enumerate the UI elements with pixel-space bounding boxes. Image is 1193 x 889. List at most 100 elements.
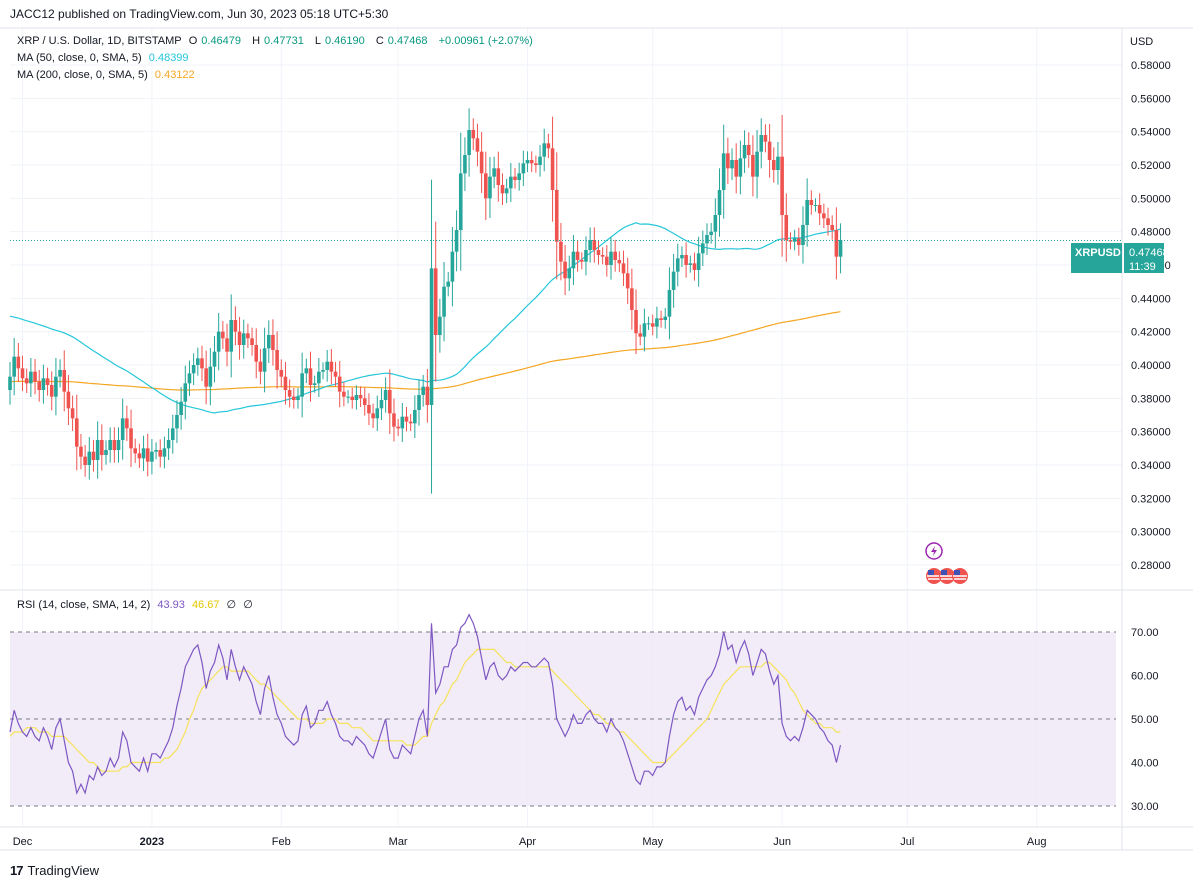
rsi-path[interactable] <box>9 613 842 795</box>
candle[interactable] <box>116 427 121 463</box>
candle[interactable] <box>33 359 37 395</box>
candle[interactable] <box>12 338 16 396</box>
candle[interactable] <box>250 327 254 356</box>
price-axis-ticks[interactable]: 0.58000 0.56000 0.54000 0.52000 0.50000 0.480… <box>1131 60 1171 572</box>
candle[interactable] <box>767 124 772 178</box>
candle[interactable] <box>471 118 476 150</box>
candle[interactable] <box>776 142 780 185</box>
candle[interactable] <box>112 427 117 463</box>
candle[interactable] <box>196 347 200 376</box>
candle[interactable] <box>95 421 100 479</box>
candle[interactable] <box>241 319 246 359</box>
candle[interactable] <box>759 118 764 169</box>
candle[interactable] <box>233 306 238 346</box>
candle[interactable] <box>262 327 267 393</box>
candle[interactable] <box>534 155 538 173</box>
candle[interactable] <box>200 345 204 381</box>
candle[interactable] <box>166 428 171 460</box>
candle[interactable] <box>554 152 559 280</box>
candle[interactable] <box>212 336 217 383</box>
candle[interactable] <box>659 310 663 328</box>
candle[interactable] <box>801 206 805 264</box>
candle[interactable] <box>346 390 350 404</box>
candle[interactable] <box>387 369 392 434</box>
candle[interactable] <box>559 223 563 281</box>
rsi-lines[interactable] <box>9 613 842 795</box>
candle[interactable] <box>463 137 467 191</box>
candle[interactable] <box>809 190 814 215</box>
candle[interactable] <box>525 151 530 172</box>
candle[interactable] <box>755 130 759 199</box>
candle[interactable] <box>74 394 79 471</box>
candle[interactable] <box>655 306 659 339</box>
candle[interactable] <box>730 148 734 180</box>
candle[interactable] <box>108 427 112 463</box>
time-axis-ticks[interactable]: Dec 2023 Feb Mar Apr May Jun Jul Aug <box>13 836 1047 848</box>
candles[interactable] <box>8 108 843 494</box>
candle[interactable] <box>150 439 154 475</box>
candle[interactable] <box>300 352 304 418</box>
us-flag-event-icon-3[interactable] <box>952 568 968 584</box>
candle[interactable] <box>246 323 250 348</box>
candle[interactable] <box>588 227 592 263</box>
candle[interactable] <box>826 207 830 236</box>
candle[interactable] <box>438 299 442 353</box>
candle[interactable] <box>542 128 547 172</box>
currency-label[interactable]: USD <box>1130 36 1154 48</box>
candle[interactable] <box>29 358 33 397</box>
candle[interactable] <box>208 348 213 406</box>
candle[interactable] <box>392 398 396 442</box>
candle[interactable] <box>83 445 87 477</box>
candle[interactable] <box>617 251 622 272</box>
candle[interactable] <box>100 424 104 471</box>
candle[interactable] <box>646 316 651 330</box>
candle[interactable] <box>170 414 175 454</box>
candle[interactable] <box>650 314 655 336</box>
candle[interactable] <box>120 398 125 460</box>
candle[interactable] <box>125 405 129 441</box>
candle[interactable] <box>563 245 567 295</box>
candle[interactable] <box>129 409 133 467</box>
candle[interactable] <box>771 147 776 183</box>
footer-brand[interactable]: 17 TradingView <box>10 863 99 878</box>
candle[interactable] <box>592 227 597 263</box>
candle[interactable] <box>575 240 580 272</box>
candle[interactable] <box>713 198 718 249</box>
candle[interactable] <box>726 137 730 184</box>
candle[interactable] <box>79 434 83 470</box>
candle[interactable] <box>763 124 768 153</box>
candle[interactable] <box>550 116 555 222</box>
candle[interactable] <box>475 123 480 167</box>
us-flag-event-icon[interactable] <box>926 568 942 584</box>
candle[interactable] <box>458 132 463 271</box>
candle[interactable] <box>275 331 279 389</box>
candle[interactable] <box>634 289 638 354</box>
candle[interactable] <box>404 407 409 432</box>
candle[interactable] <box>671 254 676 308</box>
candle[interactable] <box>638 324 643 346</box>
candle[interactable] <box>784 193 789 262</box>
candle[interactable] <box>625 257 630 304</box>
candle[interactable] <box>746 132 751 168</box>
candle[interactable] <box>375 395 380 431</box>
candle[interactable] <box>37 370 42 402</box>
candle[interactable] <box>49 371 54 411</box>
us-flag-event-icon-2[interactable] <box>939 568 955 584</box>
candle[interactable] <box>579 252 584 270</box>
candle[interactable] <box>329 349 334 385</box>
candle[interactable] <box>734 143 739 194</box>
candle[interactable] <box>396 419 400 436</box>
candle[interactable] <box>792 229 797 251</box>
candle[interactable] <box>717 168 722 237</box>
candle[interactable] <box>688 255 693 273</box>
candle[interactable] <box>642 308 647 352</box>
candle[interactable] <box>667 267 672 340</box>
candle[interactable] <box>158 439 163 468</box>
candle[interactable] <box>742 130 747 173</box>
candle[interactable] <box>621 250 626 286</box>
candle[interactable] <box>333 362 338 387</box>
candle[interactable] <box>517 162 521 191</box>
candle[interactable] <box>183 365 188 420</box>
candle[interactable] <box>571 235 576 285</box>
candle[interactable] <box>58 359 62 388</box>
